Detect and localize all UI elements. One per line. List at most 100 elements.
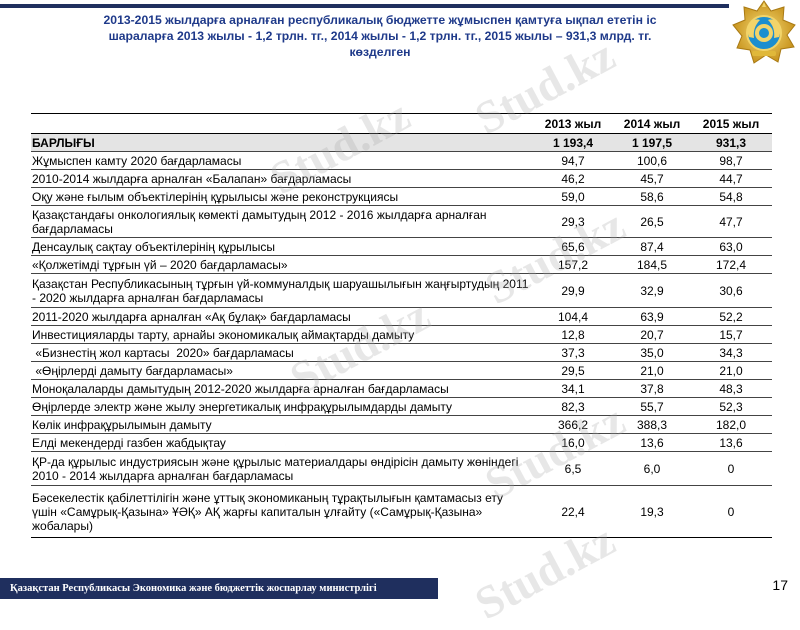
total-row: БАРЛЫҒЫ 1 193,4 1 197,5 931,3 xyxy=(31,133,772,152)
row-value-2014: 35,0 xyxy=(614,343,693,362)
row-label: Инвестицияларды тарту, арнайы экономикал… xyxy=(31,325,535,344)
table-row: 2011-2020 жылдарға арналған «Ақ бұлақ» б… xyxy=(31,307,772,326)
table-row: «Өңірлерді дамыту бағдарламасы» 29,5 21,… xyxy=(31,361,772,380)
table-row: Елді мекендерді газбен жабдықтау 16,0 13… xyxy=(31,433,772,452)
table-row: Көлік инфрақұрылымын дамыту 366,2 388,3 … xyxy=(31,415,772,434)
table-row: Моноқалаларды дамытудың 2012-2020 жылдар… xyxy=(31,379,772,398)
table-row: 2010-2014 жылдарға арналған «Балапан» ба… xyxy=(31,169,772,188)
row-value-2015: 54,8 xyxy=(693,187,772,206)
row-value-2014: 58,6 xyxy=(614,187,693,206)
total-2013: 1 193,4 xyxy=(535,133,614,152)
row-value-2015: 98,7 xyxy=(693,151,772,170)
row-value-2015: 172,4 xyxy=(693,255,772,274)
table-row: Қазақстан Республикасының тұрғын үй-комм… xyxy=(31,273,772,308)
row-value-2013: 59,0 xyxy=(535,187,614,206)
state-emblem-icon xyxy=(730,0,798,66)
row-label: Көлік инфрақұрылымын дамыту xyxy=(31,415,535,434)
row-value-2014: 87,4 xyxy=(614,237,693,256)
row-value-2015: 13,6 xyxy=(693,433,772,452)
row-value-2014: 21,0 xyxy=(614,361,693,380)
row-value-2015: 30,6 xyxy=(693,273,772,308)
budget-table: 2013 жыл 2014 жыл 2015 жыл БАРЛЫҒЫ 1 193… xyxy=(31,113,772,538)
footer-ministry-bar: Қазақстан Республикасы Экономика және бю… xyxy=(0,578,438,599)
table-row: ҚР-да құрылыс индустриясын және құрылыс … xyxy=(31,451,772,486)
row-label: Өңірлерде электр және жылу энергетикалық… xyxy=(31,397,535,416)
header-2013: 2013 жыл xyxy=(535,113,614,134)
table-row: Жұмыспен камту 2020 бағдарламасы 94,7 10… xyxy=(31,151,772,170)
table-header-row: 2013 жыл 2014 жыл 2015 жыл xyxy=(31,113,772,134)
row-value-2015: 48,3 xyxy=(693,379,772,398)
row-value-2015: 44,7 xyxy=(693,169,772,188)
row-value-2013: 65,6 xyxy=(535,237,614,256)
row-value-2014: 20,7 xyxy=(614,325,693,344)
slide-title: 2013-2015 жылдарға арналған республикалы… xyxy=(40,12,720,60)
row-value-2013: 46,2 xyxy=(535,169,614,188)
total-2014: 1 197,5 xyxy=(614,133,693,152)
row-value-2013: 82,3 xyxy=(535,397,614,416)
table-row: Бәсекелестік қабілеттілігін және ұттық э… xyxy=(31,485,772,538)
row-label: Моноқалаларды дамытудың 2012-2020 жылдар… xyxy=(31,379,535,398)
row-label: Қазақстандағы онкологиялық көмекті дамыт… xyxy=(31,205,535,238)
row-label: Бәсекелестік қабілеттілігін және ұттық э… xyxy=(31,485,535,538)
row-value-2014: 184,5 xyxy=(614,255,693,274)
row-value-2013: 37,3 xyxy=(535,343,614,362)
row-label: Жұмыспен камту 2020 бағдарламасы xyxy=(31,151,535,170)
row-value-2013: 12,8 xyxy=(535,325,614,344)
row-value-2013: 29,5 xyxy=(535,361,614,380)
title-line-3: көзделген xyxy=(349,45,411,59)
row-value-2015: 52,2 xyxy=(693,307,772,326)
row-value-2015: 0 xyxy=(693,485,772,538)
row-label: «Бизнестің жол картасы 2020» бағдарламас… xyxy=(31,343,535,362)
row-value-2015: 182,0 xyxy=(693,415,772,434)
total-2015: 931,3 xyxy=(693,133,772,152)
row-value-2014: 32,9 xyxy=(614,273,693,308)
row-label: Оқу және ғылым объектілерінің құрылысы ж… xyxy=(31,187,535,206)
row-value-2014: 388,3 xyxy=(614,415,693,434)
row-value-2015: 15,7 xyxy=(693,325,772,344)
row-label: «Өңірлерді дамыту бағдарламасы» xyxy=(31,361,535,380)
total-label: БАРЛЫҒЫ xyxy=(31,133,535,152)
row-value-2013: 157,2 xyxy=(535,255,614,274)
row-value-2013: 104,4 xyxy=(535,307,614,326)
row-value-2013: 6,5 xyxy=(535,451,614,486)
row-value-2015: 0 xyxy=(693,451,772,486)
row-value-2015: 63,0 xyxy=(693,237,772,256)
row-label: 2010-2014 жылдарға арналған «Балапан» ба… xyxy=(31,169,535,188)
row-label: ҚР-да құрылыс индустриясын және құрылыс … xyxy=(31,451,535,486)
table-row: Денсаулық сақтау объектілерінің құрылысы… xyxy=(31,237,772,256)
row-value-2013: 94,7 xyxy=(535,151,614,170)
row-value-2015: 47,7 xyxy=(693,205,772,238)
row-value-2014: 100,6 xyxy=(614,151,693,170)
title-line-2: шараларға 2013 жылы - 1,2 трлн. тг., 201… xyxy=(108,29,652,43)
header-2014: 2014 жыл xyxy=(614,113,693,134)
row-value-2014: 19,3 xyxy=(614,485,693,538)
row-value-2014: 63,9 xyxy=(614,307,693,326)
row-value-2013: 29,9 xyxy=(535,273,614,308)
header-rule xyxy=(0,4,729,8)
row-label: Қазақстан Республикасының тұрғын үй-комм… xyxy=(31,273,535,308)
table-row: Инвестицияларды тарту, арнайы экономикал… xyxy=(31,325,772,344)
row-label: Денсаулық сақтау объектілерінің құрылысы xyxy=(31,237,535,256)
row-value-2015: 52,3 xyxy=(693,397,772,416)
row-label: Елді мекендерді газбен жабдықтау xyxy=(31,433,535,452)
row-label: 2011-2020 жылдарға арналған «Ақ бұлақ» б… xyxy=(31,307,535,326)
row-value-2013: 29,3 xyxy=(535,205,614,238)
row-value-2013: 22,4 xyxy=(535,485,614,538)
row-value-2014: 37,8 xyxy=(614,379,693,398)
row-value-2014: 6,0 xyxy=(614,451,693,486)
row-value-2015: 34,3 xyxy=(693,343,772,362)
header-label-cell xyxy=(31,113,535,134)
header-2015: 2015 жыл xyxy=(693,113,772,134)
page-number: 17 xyxy=(772,577,788,593)
row-value-2013: 366,2 xyxy=(535,415,614,434)
row-value-2013: 34,1 xyxy=(535,379,614,398)
table-row: Оқу және ғылым объектілерінің құрылысы ж… xyxy=(31,187,772,206)
table-row: Өңірлерде электр және жылу энергетикалық… xyxy=(31,397,772,416)
row-value-2014: 55,7 xyxy=(614,397,693,416)
row-value-2015: 21,0 xyxy=(693,361,772,380)
row-value-2014: 13,6 xyxy=(614,433,693,452)
title-line-1: 2013-2015 жылдарға арналған республикалы… xyxy=(103,13,657,27)
table-row: Қазақстандағы онкологиялық көмекті дамыт… xyxy=(31,205,772,238)
row-value-2014: 26,5 xyxy=(614,205,693,238)
table-row: «Қолжетімді тұрғын үй – 2020 бағдарламас… xyxy=(31,255,772,274)
